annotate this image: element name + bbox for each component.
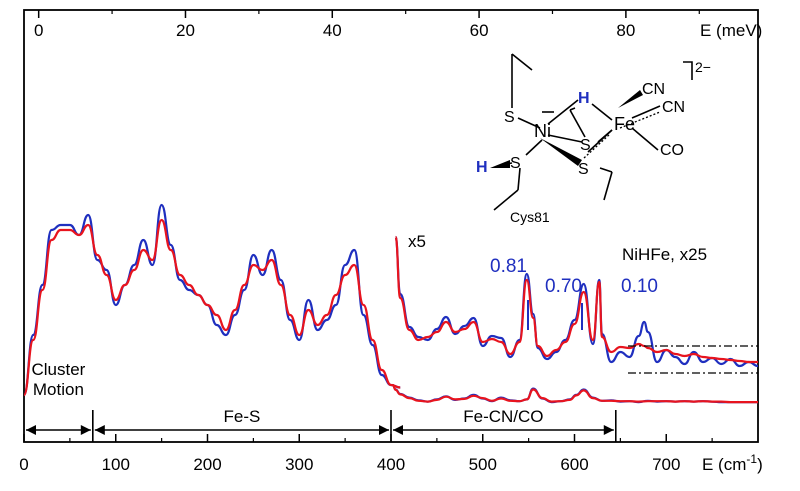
top-tick-label: 80 (616, 21, 635, 40)
top-tick-label: 40 (323, 21, 342, 40)
atom-s-left: S (510, 155, 521, 172)
residue-label: Cys81 (510, 209, 550, 225)
region-arrowhead-left (393, 425, 403, 435)
atom-fe: Fe (614, 114, 635, 134)
annotation-value-3: 0.10 (621, 276, 658, 297)
series-blue-x5 (392, 383, 758, 404)
top-axis: 0 20 40 60 80 (34, 10, 700, 40)
ligand-cn-2: CN (662, 99, 685, 116)
bottom-tick-label: 100 (102, 455, 130, 474)
region-label: Fe-S (223, 407, 260, 426)
atom-s-top: S (504, 109, 515, 126)
annotation-nihfe: NiHFe, x25 (622, 245, 707, 264)
annotation-x5: x5 (408, 232, 426, 251)
top-axis-label: E (meV) (700, 21, 762, 40)
atom-ni: Ni (534, 121, 551, 141)
region-arrowhead-right (603, 425, 614, 435)
series-red-nihfe-x25 (394, 235, 758, 364)
annotation-value-2: 0.70 (545, 276, 582, 297)
plot-frame (23, 9, 759, 443)
series-red-full-spectrum (22, 218, 401, 397)
series-red-x5 (392, 383, 758, 404)
region-arrowhead-left (94, 425, 105, 435)
ligand-cn-1: CN (642, 81, 665, 98)
scale-bracket (628, 345, 758, 374)
bottom-tick-label: 700 (652, 455, 680, 474)
atom-s-bridge: S (580, 137, 591, 154)
bottom-tick-label: 200 (193, 455, 221, 474)
annotation-value-1: 0.81 (490, 256, 527, 277)
atom-h-bridge: H (578, 90, 590, 107)
top-tick-label: 0 (34, 21, 43, 40)
bottom-tick-label: 300 (285, 455, 313, 474)
series-blue-full-spectrum (22, 203, 401, 397)
bottom-tick-label: 600 (560, 455, 588, 474)
bottom-tick-label: 0 (19, 455, 28, 474)
top-tick-label: 60 (470, 21, 489, 40)
region-label: Cluster (31, 360, 85, 379)
molecular-structure: Ni Fe S S S S H H CN CN CO 2− Cys81 (476, 53, 711, 225)
ligand-co: CO (660, 142, 684, 159)
region-arrowhead-right (379, 425, 389, 435)
bottom-tick-label: 400 (377, 455, 405, 474)
bottom-axis: 0 100 200 300 400 500 600 700 (19, 434, 713, 474)
charge-label: 2− (695, 59, 711, 75)
atom-s-lower: S (578, 161, 589, 178)
bottom-axis-label: E (cm-1) (702, 452, 763, 474)
series-layer (22, 203, 759, 404)
region-arrowhead-right (80, 425, 91, 435)
atom-h-thiol: H (476, 159, 488, 176)
bottom-tick-label: 500 (469, 455, 497, 474)
region-label: Motion (33, 380, 84, 399)
top-tick-label: 20 (176, 21, 195, 40)
region-label: Fe-CN/CO (463, 407, 543, 426)
region-arrowhead-left (26, 425, 36, 435)
